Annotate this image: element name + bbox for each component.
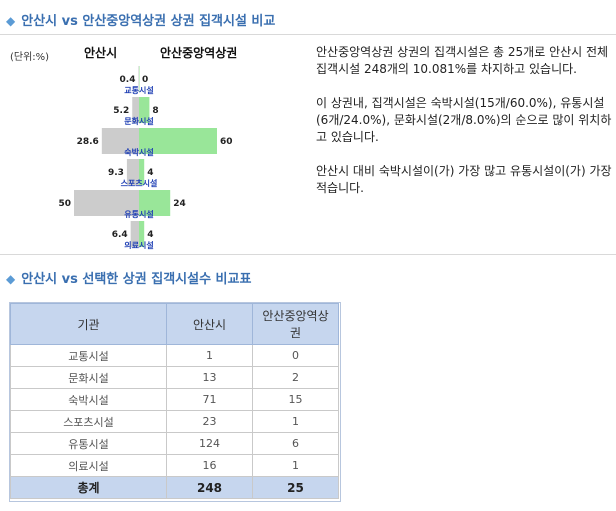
- row-district: 0: [252, 344, 339, 367]
- description-paragraph: 이 상권내, 집객시설은 숙박시설(15개/60.0%), 유통시설(6개/24…: [316, 96, 612, 144]
- category-label: 의료시설: [124, 240, 153, 250]
- divider: [0, 34, 616, 35]
- row-label: 교통시설: [10, 344, 167, 367]
- description-paragraph: 안산중앙역상권 상권의 집객시설은 총 25개로 안산시 전체 집객시설 248…: [316, 45, 609, 76]
- row-district: 2: [252, 366, 339, 389]
- header-ansan: 안산시: [166, 303, 253, 345]
- bar-district: [139, 128, 217, 154]
- table-header-row: 기관 안산시 안산중앙역상권: [10, 303, 339, 345]
- unit-label: (단위:%): [10, 52, 50, 63]
- row-ansan: 71: [166, 388, 253, 411]
- table-total-row: 총계 248 25: [10, 476, 339, 499]
- section-title-text: 안산시 vs 선택한 상권 집객시설수 비교표: [21, 272, 252, 287]
- section-title-text: 안산시 vs 안산중앙역상권 상권 집객시설 비교: [21, 14, 276, 29]
- table-row: 교통시설 1 0: [10, 344, 339, 367]
- diamond-icon: ◆: [6, 14, 16, 28]
- bar-district: [139, 66, 140, 92]
- header-category: 기관: [10, 303, 167, 345]
- value-label-district: 8: [152, 106, 158, 116]
- row-ansan: 1: [166, 344, 253, 367]
- bar-ansan: [101, 128, 139, 154]
- value-label-ansan: 6.4: [112, 230, 128, 240]
- value-label-ansan: 5.2: [113, 106, 129, 116]
- bar-district: [139, 159, 145, 185]
- value-label-district: 60: [220, 137, 233, 147]
- table-row: 스포츠시설 23 1: [10, 410, 339, 433]
- category-label: 유통시설: [124, 209, 153, 219]
- table-row: 문화시설 13 2: [10, 366, 339, 389]
- row-district: 1: [252, 454, 339, 477]
- row-district: 6: [252, 432, 339, 455]
- category-label: 숙박시설: [124, 147, 153, 157]
- bar-ansan: [74, 190, 139, 216]
- row-ansan: 16: [166, 454, 253, 477]
- value-label-ansan: 50: [58, 199, 71, 209]
- row-ansan: 124: [166, 432, 253, 455]
- table-frame: [9, 302, 341, 502]
- table-row: 유통시설 124 6: [10, 432, 339, 455]
- bar-ansan: [130, 221, 139, 247]
- description-panel: 안산중앙역상권 상권의 집객시설은 총 25개로 안산시 전체 집객시설 248…: [316, 44, 616, 214]
- value-label-district: 4: [147, 168, 153, 178]
- description-paragraph: 안산시 대비 숙박시설이(가) 가장 많고 유통시설이(가) 가장 적습니다.: [316, 164, 612, 195]
- bar-district: [139, 190, 171, 216]
- value-label-ansan: 28.6: [77, 137, 99, 147]
- value-label-district: 24: [173, 199, 186, 209]
- divider: [0, 254, 616, 255]
- table-row: 의료시설 16 1: [10, 454, 339, 477]
- bar-district: [139, 97, 150, 123]
- row-district: 1: [252, 410, 339, 433]
- row-ansan: 13: [166, 366, 253, 389]
- right-column-header: 안산중앙역상권: [160, 46, 238, 60]
- value-label-district: 0: [142, 75, 148, 85]
- value-label-district: 4: [147, 230, 153, 240]
- diamond-icon: ◆: [6, 272, 16, 286]
- row-label: 의료시설: [10, 454, 167, 477]
- comparison-table: 기관 안산시 안산중앙역상권 교통시설 1 0 문화시설 13 2 숙박시설 71 15 스…: [10, 303, 339, 499]
- section-title-table: ◆ 안산시 vs 선택한 상권 집객시설수 비교표: [6, 268, 251, 287]
- left-column-header: 안산시: [84, 46, 118, 60]
- value-label-ansan: 9.3: [108, 168, 124, 178]
- row-label: 숙박시설: [10, 388, 167, 411]
- row-district: 15: [252, 388, 339, 411]
- category-label: 스포츠시설: [121, 178, 158, 188]
- category-label: 문화시설: [124, 116, 153, 126]
- bar-ansan: [132, 97, 139, 123]
- total-district: 25: [252, 476, 339, 499]
- row-label: 문화시설: [10, 366, 167, 389]
- row-ansan: 23: [166, 410, 253, 433]
- total-label: 총계: [10, 476, 167, 499]
- bar-ansan: [126, 159, 139, 185]
- header-district: 안산중앙역상권: [252, 303, 339, 345]
- value-label-ansan: 0.4: [120, 75, 136, 85]
- table-row: 숙박시설 71 15: [10, 388, 339, 411]
- bar-ansan: [138, 66, 139, 92]
- row-label: 스포츠시설: [10, 410, 167, 433]
- category-label: 교통시설: [124, 85, 153, 95]
- row-label: 유통시설: [10, 432, 167, 455]
- section-title-comparison: ◆ 안산시 vs 안산중앙역상권 상권 집객시설 비교: [6, 10, 275, 29]
- bar-district: [139, 221, 145, 247]
- total-ansan: 248: [166, 476, 253, 499]
